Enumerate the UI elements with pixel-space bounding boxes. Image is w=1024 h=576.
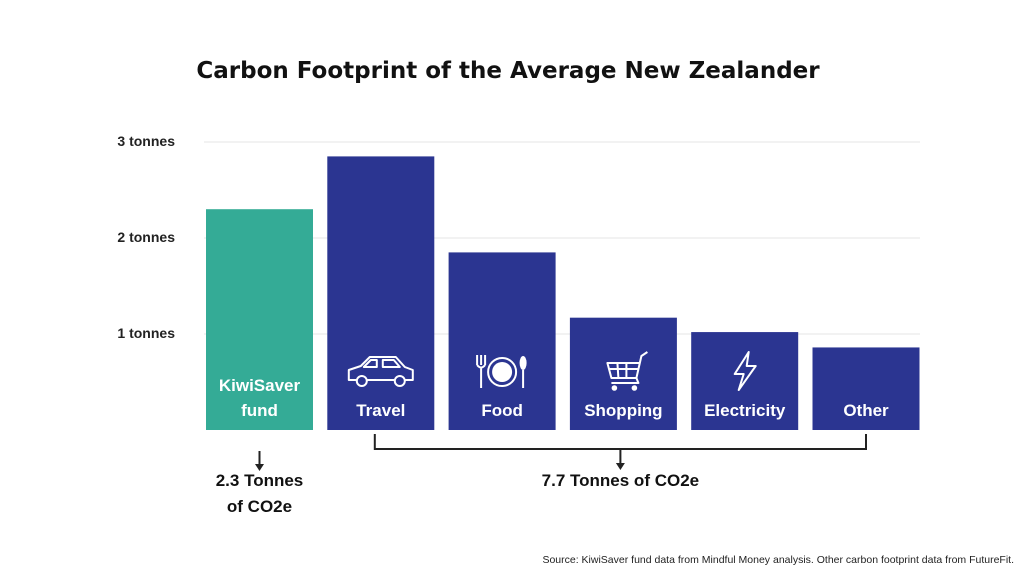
- right-arrow-head: [615, 463, 625, 470]
- bar-label: KiwiSaver: [219, 376, 301, 395]
- left-annotation-line: of CO2e: [227, 497, 292, 516]
- bar-label: Shopping: [584, 401, 662, 420]
- y-tick-label: 3 tonnes: [117, 133, 175, 149]
- left-annotation-line: 2.3 Tonnes: [216, 471, 304, 490]
- bar-labels: KiwiSaver fund Travel Food Shopping Electrici…: [219, 376, 889, 420]
- bar-travel: [327, 156, 435, 430]
- gridlines: [204, 141, 920, 335]
- bar-label: Other: [843, 401, 889, 420]
- bar-label: Electricity: [704, 401, 786, 420]
- bar-icons: [347, 351, 757, 391]
- car-icon: [347, 356, 414, 387]
- left-arrow-head: [255, 464, 264, 471]
- annotations: 2.3 Tonnes of CO2e 7.7 Tonnes of CO2e: [216, 434, 867, 516]
- y-tick-label: 1 tonnes: [117, 325, 175, 341]
- bar-other: [812, 347, 920, 430]
- bracket: [373, 434, 867, 450]
- bar-shopping: [569, 317, 677, 430]
- lightning-bolt-icon: [733, 351, 757, 391]
- bar-label: Food: [481, 401, 523, 420]
- bars: [206, 156, 920, 430]
- source-note: Source: KiwiSaver fund data from Mindful…: [542, 554, 1014, 566]
- bar-label: fund: [241, 401, 278, 420]
- chart-title: Carbon Footprint of the Average New Zeal…: [196, 58, 820, 84]
- shopping-cart-icon: [606, 351, 648, 391]
- plate-utensils-icon: [476, 355, 527, 388]
- bar-label: Travel: [356, 401, 405, 420]
- bar-kiwisaver-fund: [206, 209, 313, 430]
- y-tick-label: 2 tonnes: [117, 229, 175, 245]
- y-axis-tick-labels: 1 tonnes 2 tonnes 3 tonnes: [117, 133, 175, 341]
- right-annotation: 7.7 Tonnes of CO2e: [542, 471, 699, 490]
- bar-food: [448, 252, 556, 430]
